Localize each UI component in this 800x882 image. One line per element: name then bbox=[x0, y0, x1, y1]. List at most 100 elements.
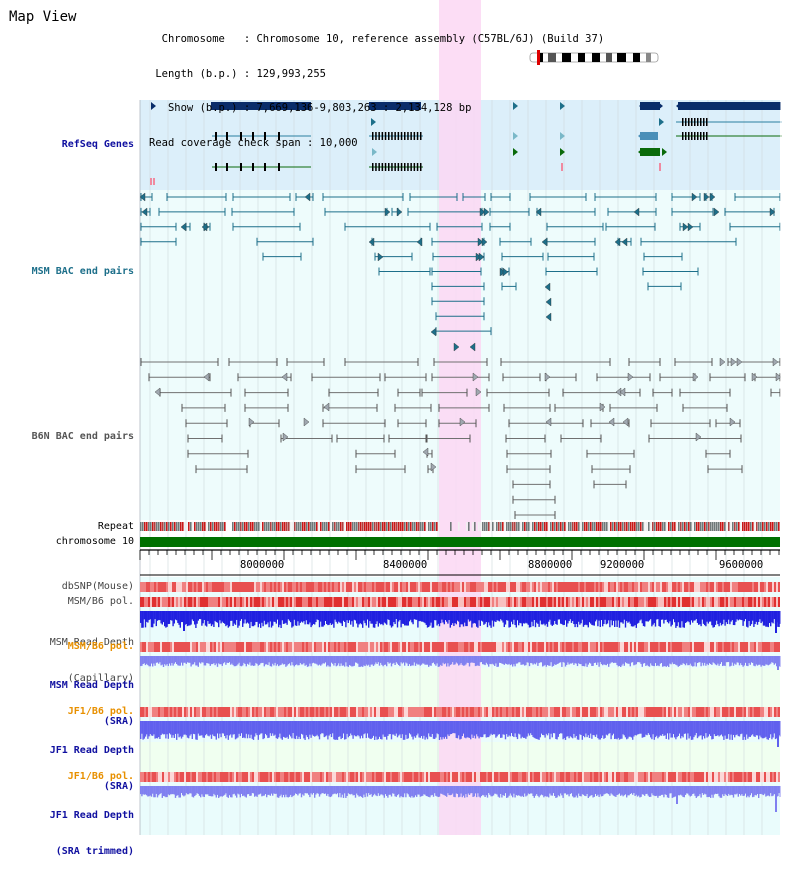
depth-bar bbox=[305, 786, 307, 794]
heat-cell bbox=[458, 642, 460, 652]
repeat-element bbox=[760, 522, 762, 531]
heat-cell bbox=[508, 707, 510, 717]
genome-canvas[interactable] bbox=[0, 0, 800, 835]
heat-cell bbox=[352, 642, 354, 652]
heat-cell bbox=[240, 772, 242, 782]
depth-bar bbox=[454, 721, 456, 734]
repeat-element bbox=[684, 522, 686, 531]
depth-bar bbox=[623, 721, 625, 736]
depth-bar bbox=[684, 656, 687, 666]
depth-bar bbox=[722, 721, 724, 737]
heat-cell bbox=[712, 772, 714, 782]
depth-bar bbox=[737, 721, 739, 737]
depth-bar bbox=[261, 786, 263, 797]
depth-bar bbox=[530, 786, 532, 794]
depth-bar bbox=[671, 656, 673, 663]
track-label-jf1-depth-sra[interactable]: JF1 Read Depth (SRA) bbox=[0, 721, 134, 817]
depth-bar bbox=[512, 656, 514, 667]
heat-cell bbox=[302, 772, 304, 782]
heat-cell bbox=[624, 772, 626, 782]
depth-bar bbox=[750, 656, 753, 663]
depth-bar bbox=[191, 721, 193, 740]
heat-cell bbox=[310, 642, 312, 652]
depth-bar bbox=[658, 786, 660, 796]
track-label-msm-pol-1[interactable]: MSM/B6 pol. bbox=[67, 596, 134, 607]
depth-bar bbox=[320, 611, 322, 622]
heat-cell bbox=[574, 772, 576, 782]
track-label-msm-depth-sra[interactable]: MSM Read Depth (SRA) bbox=[0, 656, 134, 752]
track-label-jf1-pol-2[interactable]: JF1/B6 pol. bbox=[67, 771, 134, 782]
heat-cell bbox=[290, 597, 292, 607]
depth-bar bbox=[365, 786, 367, 794]
depth-bar bbox=[683, 721, 685, 734]
track-label-msm-bac[interactable]: MSM BAC end pairs bbox=[31, 266, 134, 277]
repeat-element bbox=[306, 522, 308, 531]
repeat-element bbox=[610, 522, 612, 531]
track-label-refseq[interactable]: RefSeq Genes bbox=[61, 139, 134, 150]
heat-cell bbox=[194, 642, 196, 652]
depth-bar bbox=[732, 721, 735, 735]
repeat-element bbox=[362, 522, 364, 531]
heat-cell bbox=[628, 772, 630, 782]
depth-bar bbox=[551, 656, 553, 667]
track-label-msm-pol-2[interactable]: MSM/B6 pol. bbox=[67, 641, 134, 652]
heat-cell bbox=[768, 642, 770, 652]
track-label-jf1-pol-1[interactable]: JF1/B6 pol. bbox=[67, 706, 134, 717]
heat-cell bbox=[328, 642, 330, 652]
depth-bar bbox=[188, 721, 190, 739]
heat-cell bbox=[728, 707, 730, 717]
depth-bar bbox=[440, 786, 442, 794]
heat-cell bbox=[286, 597, 288, 607]
b6n-bac-arrows bbox=[154, 357, 782, 472]
heat-cell bbox=[750, 707, 752, 717]
depth-bar bbox=[155, 786, 157, 794]
depth-bar bbox=[359, 786, 361, 796]
depth-bar bbox=[204, 656, 207, 666]
depth-bar bbox=[191, 786, 193, 797]
heat-cell bbox=[564, 772, 566, 782]
depth-bar bbox=[560, 656, 562, 663]
track-label-repeat[interactable]: Repeat bbox=[97, 521, 134, 532]
track-label-b6n-bac[interactable]: B6N BAC end pairs bbox=[31, 431, 134, 442]
depth-bar bbox=[614, 721, 616, 740]
depth-bar bbox=[714, 721, 717, 737]
heat-cell bbox=[464, 582, 466, 592]
heat-cell bbox=[422, 772, 424, 782]
depth-bar bbox=[662, 721, 664, 735]
heat-cell bbox=[774, 707, 776, 717]
heat-cell bbox=[320, 642, 322, 652]
label-line: (SRA trimmed) bbox=[55, 846, 134, 857]
depth-bar bbox=[173, 786, 175, 795]
depth-bar bbox=[579, 721, 581, 735]
heat-cell bbox=[580, 707, 582, 717]
depth-bar bbox=[704, 656, 706, 663]
track-label-dbsnp[interactable]: dbSNP(Mouse) bbox=[61, 581, 134, 592]
heat-cell bbox=[352, 707, 354, 717]
bac-end-arrow bbox=[719, 357, 726, 367]
depth-bar bbox=[342, 721, 345, 734]
track-label-jf1-depth-trimmed[interactable]: JF1 Read Depth (SRA trimmed) bbox=[0, 786, 134, 882]
depth-spike bbox=[777, 656, 779, 670]
label-line: (Capillary) bbox=[67, 673, 134, 684]
heat-cell bbox=[696, 582, 698, 592]
depth-bar bbox=[267, 786, 269, 795]
depth-bar bbox=[491, 786, 493, 797]
heat-cell bbox=[484, 582, 486, 592]
depth-bar bbox=[178, 786, 180, 798]
depth-bar bbox=[250, 611, 252, 622]
depth-bar bbox=[696, 611, 699, 623]
depth-bar bbox=[510, 656, 513, 665]
heat-cell bbox=[576, 597, 578, 607]
depth-bar bbox=[296, 721, 298, 736]
heat-cell bbox=[656, 642, 658, 652]
heat-cell bbox=[452, 582, 454, 592]
depth-bar bbox=[161, 786, 163, 798]
bac-end-arrow bbox=[475, 387, 482, 397]
depth-bar bbox=[764, 786, 766, 794]
depth-bar bbox=[231, 721, 233, 738]
repeat-element bbox=[324, 522, 326, 531]
depth-bar bbox=[731, 656, 733, 663]
track-label-msm-depth-capillary[interactable]: MSM Read Depth (Capillary) bbox=[0, 613, 134, 709]
heat-cell bbox=[738, 597, 740, 607]
heat-cell bbox=[368, 772, 370, 782]
